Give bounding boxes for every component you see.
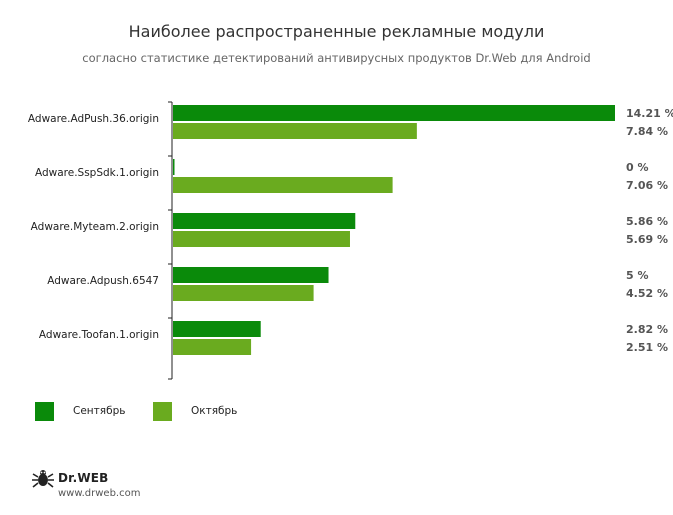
bar-october bbox=[173, 231, 350, 247]
brand-url: www.drweb.com bbox=[58, 488, 141, 499]
bar-september bbox=[173, 105, 615, 121]
value-label: 4.52 % bbox=[626, 287, 668, 300]
value-label: 0 % bbox=[626, 161, 649, 174]
drweb-spider-icon bbox=[32, 470, 54, 488]
category-label: Adware.Adpush.6547 bbox=[47, 275, 159, 287]
bar-october bbox=[173, 123, 417, 139]
bar-september bbox=[173, 213, 356, 229]
category-label: Adware.Toofan.1.origin bbox=[39, 329, 159, 341]
value-label: 7.06 % bbox=[626, 179, 668, 192]
legend-label-october: Октябрь bbox=[191, 405, 238, 417]
category-label: Adware.Myteam.2.origin bbox=[31, 221, 159, 233]
category-label: Adware.SspSdk.1.origin bbox=[35, 167, 159, 179]
legend-swatch-september bbox=[35, 401, 54, 421]
category-label: Adware.AdPush.36.origin bbox=[28, 113, 159, 125]
bar-october bbox=[173, 339, 252, 355]
bar-september bbox=[173, 321, 261, 337]
bar-september bbox=[173, 159, 175, 175]
value-label: 5.86 % bbox=[626, 215, 668, 228]
brand-name: Dr.WEB bbox=[58, 471, 109, 485]
chart-title: Наиболее распространенные рекламные моду… bbox=[128, 22, 545, 41]
chart-subtitle: согласно статистике детектирований антив… bbox=[82, 51, 591, 65]
legend-label-september: Сентябрь bbox=[73, 405, 126, 417]
bar-october bbox=[173, 285, 314, 301]
legend-swatch-october bbox=[153, 401, 172, 421]
value-label: 5 % bbox=[626, 269, 649, 282]
value-label: 2.51 % bbox=[626, 341, 668, 354]
bar-chart: Adware.AdPush.36.origin 14.21 % 7.84 % Adwa… bbox=[28, 101, 673, 380]
value-label: 5.69 % bbox=[626, 233, 668, 246]
value-label: 2.82 % bbox=[626, 323, 668, 336]
value-label: 14.21 % bbox=[626, 107, 673, 120]
value-label: 7.84 % bbox=[626, 125, 668, 138]
bar-september bbox=[173, 267, 329, 283]
bar-october bbox=[173, 177, 393, 193]
legend-item-september: Сентябрь bbox=[35, 401, 125, 421]
legend-item-october: Октябрь bbox=[153, 401, 237, 421]
